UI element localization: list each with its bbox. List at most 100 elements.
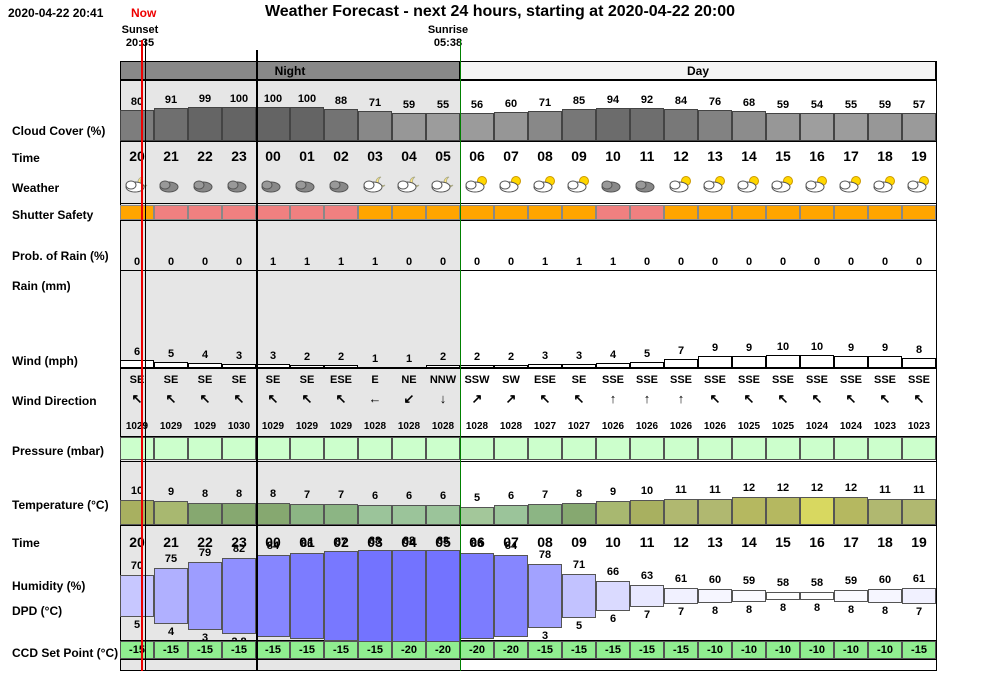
hour-label-2: 03 (367, 534, 383, 550)
partly-cloudy-day-icon (870, 175, 904, 193)
temperature-bar (732, 497, 766, 525)
wind-value: 6 (133, 346, 141, 359)
humidity-value: 61 (912, 572, 926, 585)
wind-direction-text: SSE (703, 374, 726, 386)
sunrise-line (460, 40, 461, 671)
pressure-value: 1026 (703, 421, 727, 432)
cloud-bar (358, 110, 392, 141)
wind-bar (902, 357, 936, 368)
humidity-value: 88 (402, 534, 416, 547)
dpd-value: 5 (133, 619, 141, 631)
temperature-value: 8 (201, 487, 209, 500)
shutter-safety-cell (188, 205, 222, 220)
wind-arrow-icon: ↑ (643, 391, 651, 406)
ccd-value: -15 (367, 644, 383, 656)
wind-arrow-icon: ↖ (743, 391, 755, 406)
wind-bar (528, 364, 562, 368)
sunset-line (145, 40, 146, 671)
cloud-bar (902, 112, 936, 141)
hour-label-2: 18 (877, 534, 893, 550)
shutter-safety-cell (596, 205, 630, 220)
ccd-value: -15 (299, 644, 315, 656)
rain-prob-value: 1 (575, 256, 583, 268)
wind-value: 2 (303, 351, 311, 364)
row-divider (120, 270, 937, 271)
temperature-bar (902, 498, 936, 525)
humidity-value: 88 (436, 534, 450, 547)
wind-value: 4 (201, 348, 209, 361)
wind-bar (460, 365, 494, 368)
dpd-value: 8 (745, 603, 753, 616)
wind-direction-text: SE (197, 374, 213, 386)
ccd-value: -10 (809, 644, 825, 656)
humidity-value: 88 (368, 534, 382, 547)
shutter-safety-cell (426, 205, 460, 220)
cloud-value: 100 (263, 93, 283, 105)
ccd-cell (766, 641, 800, 659)
wind-bar (732, 356, 766, 368)
wind-direction-text: SSE (805, 374, 828, 386)
wind-value: 3 (575, 350, 583, 363)
row-divider (120, 461, 937, 462)
dpd-value: 3 (201, 631, 209, 644)
wind-value: 5 (167, 347, 175, 360)
pressure-cell (732, 437, 766, 460)
label-rain: Rain (mm) (12, 279, 71, 293)
cloud-value: 80 (130, 95, 144, 108)
ccd-cell (630, 641, 664, 659)
temperature-value: 12 (810, 482, 824, 495)
temperature-bar (630, 500, 664, 525)
hour-label: 13 (707, 148, 723, 164)
now-label: Now (131, 6, 157, 20)
hour-label-2: 22 (197, 534, 213, 550)
wind-value: 2 (337, 351, 345, 364)
rain-prob-value: 1 (541, 256, 549, 268)
wind-value: 2 (473, 351, 481, 364)
shutter-safety-cell (154, 205, 188, 220)
wind-arrow-icon: ↖ (165, 391, 177, 406)
pressure-cell (902, 437, 936, 460)
temperature-value: 6 (439, 490, 447, 503)
pressure-value: 1029 (329, 421, 353, 432)
temperature-bar (698, 498, 732, 525)
wind-direction-text: SE (129, 374, 145, 386)
hour-label: 15 (775, 148, 791, 164)
label-time: Time (12, 151, 40, 165)
shutter-safety-cell (902, 205, 936, 220)
temperature-value: 6 (405, 490, 413, 503)
cloudy-icon (224, 175, 258, 193)
cloud-value: 85 (572, 95, 586, 108)
ccd-value: -15 (537, 644, 553, 656)
humidity-value: 59 (844, 575, 858, 588)
humidity-value: 66 (606, 565, 620, 578)
pressure-cell (698, 437, 732, 460)
wind-value: 10 (776, 341, 790, 353)
wind-arrow-icon: ↖ (777, 391, 789, 406)
wind-arrow-icon: ↑ (609, 391, 617, 406)
temperature-bar (426, 505, 460, 525)
shutter-safety-cell (290, 205, 324, 220)
wind-direction-text: SSE (771, 374, 794, 386)
hour-label: 23 (231, 148, 247, 164)
pressure-cell (596, 437, 630, 460)
ccd-cell (290, 641, 324, 659)
pressure-cell (868, 437, 902, 460)
partly-cloudy-night-icon (394, 175, 428, 193)
shutter-safety-cell (766, 205, 800, 220)
wind-bar (766, 355, 800, 368)
ccd-cell (698, 641, 732, 659)
ccd-cell (800, 641, 834, 659)
ccd-value: -15 (571, 644, 587, 656)
hour-label: 10 (605, 148, 621, 164)
hour-label-2: 08 (537, 534, 553, 550)
pressure-cell (120, 437, 154, 460)
cloud-bar (766, 112, 800, 141)
wind-direction-text: SSE (737, 374, 760, 386)
pressure-cell (664, 437, 698, 460)
rain-prob-value: 0 (201, 256, 209, 268)
ccd-cell (392, 641, 426, 659)
pressure-value: 1029 (193, 421, 217, 432)
cloud-bar (256, 107, 290, 141)
hour-label: 12 (673, 148, 689, 164)
ccd-cell (664, 641, 698, 659)
